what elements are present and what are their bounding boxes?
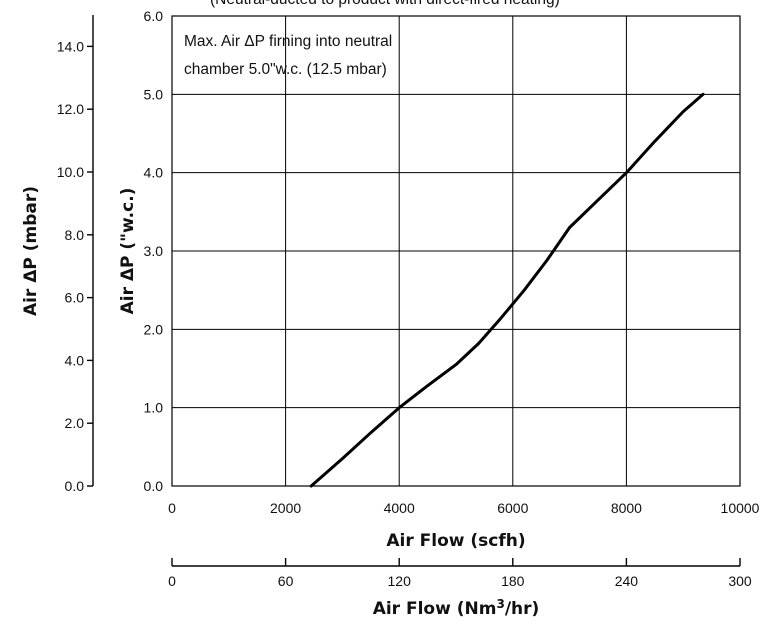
x2-axis-title: Air Flow (Nm3/hr) [373,597,540,619]
y2-tick-label: 6.0 [65,290,85,306]
y-tick-label: 5.0 [144,86,164,102]
y2-tick-label: 8.0 [65,227,85,243]
x-tick-label: 6000 [497,500,528,516]
x-tick-label: 2000 [270,500,301,516]
y2-tick-label: 0.0 [65,478,85,494]
plot-frame [171,15,741,487]
x2-tick-label: 60 [278,573,294,589]
annotation-line-2: chamber 5.0"w.c. (12.5 mbar) [184,61,387,78]
y2-tick-label: 10.0 [57,164,84,180]
x2-tick-label: 120 [388,573,412,589]
y-axis-title: Air ΔP ("w.c.) [118,188,138,315]
y2-tick-label: 2.0 [65,415,85,431]
y2-tick-label: 12.0 [57,101,84,117]
x2-tick-label: 240 [615,573,639,589]
x2-tick-label: 0 [168,573,176,589]
annotation-line-1: Max. Air ΔP firning into neutral [184,33,392,50]
x-axis-title: Air Flow (scfh) [386,531,525,551]
y2-tick-label: 14.0 [57,38,84,54]
y-tick-label: 3.0 [144,243,164,259]
x-tick-label: 10000 [721,500,760,516]
curve-layer [309,92,705,488]
y-tick-label: 2.0 [144,321,164,337]
y2-axis-title: Air ΔP (mbar) [21,186,41,316]
x-tick-label: 4000 [384,500,415,516]
y-tick-label: 1.0 [144,400,164,416]
x2-tick-label: 300 [728,573,752,589]
tick-layer: 0 2000 4000 6000 8000 10000 0.0 1.0 2.0 3.0 4.0 5.0… [57,8,760,589]
grid-layer [172,16,740,486]
air-pressure-curve [309,92,705,488]
x-tick-label: 8000 [611,500,642,516]
x-tick-label: 0 [168,500,176,516]
y-tick-label: 0.0 [144,478,164,494]
top-caption: (Neutral-ducted to product with direct-f… [210,0,560,8]
y-tick-label: 4.0 [144,165,164,181]
y2-tick-label: 4.0 [65,352,85,368]
x2-tick-label: 180 [501,573,525,589]
y-tick-label: 6.0 [144,8,164,24]
